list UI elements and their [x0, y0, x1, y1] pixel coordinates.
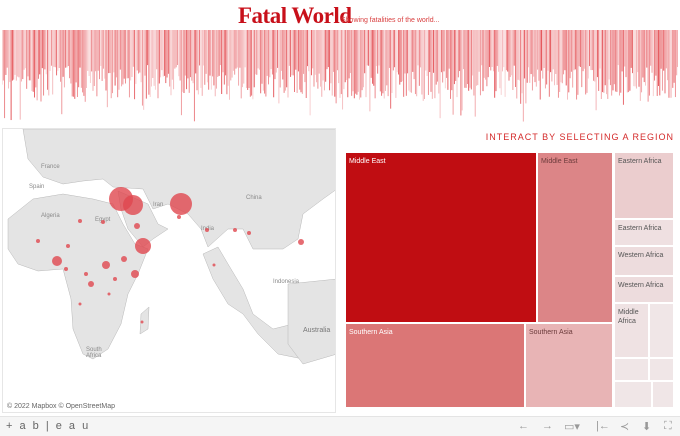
map-label-indonesia: Indonesia	[273, 279, 300, 285]
fatality-bubble[interactable]	[135, 238, 151, 254]
map-attribution: © 2022 Mapbox © OpenStreetMap	[7, 403, 115, 410]
fatalities-barcode-chart[interactable]	[2, 30, 678, 122]
treemap-heading: INTERACT BY SELECTING A REGION	[485, 132, 674, 142]
treemap-cell-label: Southern Asia	[529, 329, 573, 336]
map-label-algeria: Algeria	[41, 213, 60, 219]
fatality-bubble[interactable]	[131, 270, 139, 278]
fatality-bubble[interactable]	[121, 256, 127, 262]
fatality-bubble[interactable]	[247, 231, 251, 235]
treemap-cell[interactable]	[653, 382, 673, 407]
fatality-bubble[interactable]	[102, 261, 110, 269]
map-label-egypt: Egypt	[95, 217, 111, 223]
fatality-bubble[interactable]	[134, 223, 140, 229]
treemap-cell-label: Eastern Africa	[618, 158, 662, 165]
treemap-cell[interactable]: Eastern Africa	[615, 153, 673, 218]
revert-icon[interactable]: ▭▾	[564, 421, 580, 433]
fatality-bubble[interactable]	[52, 256, 62, 266]
treemap-cell[interactable]: Southern Asia	[346, 324, 524, 407]
map-label-france: France	[41, 164, 60, 170]
redo-icon[interactable]: →	[542, 420, 553, 432]
fatality-bubbles[interactable]	[3, 129, 336, 413]
treemap-cell[interactable]	[650, 359, 673, 380]
fatality-bubble[interactable]	[101, 220, 105, 224]
tableau-toolbar: + a b | e a u ← → ▭▾ |← ≺ ⬇ ⛶	[0, 416, 680, 436]
fatality-bubble[interactable]	[107, 292, 111, 296]
map-label-south-africa: South Africa	[86, 347, 102, 359]
treemap-cell-label: Middle East	[349, 158, 386, 165]
treemap-cell[interactable]: Middle East	[346, 153, 536, 322]
dashboard-title: Fatal World	[238, 3, 352, 28]
fatality-bubble[interactable]	[212, 263, 216, 267]
fatality-bubble[interactable]	[170, 193, 192, 215]
fatality-bubble[interactable]	[88, 281, 94, 287]
treemap-cell[interactable]	[650, 304, 673, 357]
map-label-australia: Australia	[303, 327, 331, 334]
fatality-bubble[interactable]	[140, 320, 144, 324]
treemap-cell-label: Southern Asia	[349, 329, 393, 336]
fatality-bubble[interactable]	[66, 244, 70, 248]
treemap-cell[interactable]: Southern Asia	[526, 324, 612, 407]
treemap-cell-label: Western Africa	[618, 282, 664, 289]
treemap-cell-label: Eastern Africa	[618, 225, 662, 232]
map-label-iran: Iran	[153, 202, 164, 208]
fatality-bubble[interactable]	[84, 272, 88, 276]
treemap-cell[interactable]: Middle East	[538, 153, 612, 322]
download-icon[interactable]: ⬇	[642, 421, 652, 433]
fatality-bubble[interactable]	[205, 228, 209, 232]
treemap-cell[interactable]	[615, 359, 648, 380]
fatality-bubble[interactable]	[36, 239, 40, 243]
fatality-bubble[interactable]	[233, 228, 237, 232]
tableau-logo[interactable]: + a b | e a u	[6, 420, 91, 432]
fatality-bubble[interactable]	[113, 277, 117, 281]
undo-icon[interactable]: ←	[518, 420, 529, 432]
map-label-china: China	[246, 195, 262, 201]
fatality-bubble[interactable]	[78, 302, 82, 306]
fatality-bubble[interactable]	[78, 219, 82, 223]
treemap-cell[interactable]: Western Africa	[615, 277, 673, 302]
reset-icon[interactable]: |←	[596, 420, 610, 432]
fatality-bubble[interactable]	[298, 239, 304, 245]
map-label-spain: Spain	[29, 184, 45, 190]
treemap-cell[interactable]: Western Africa	[615, 247, 673, 275]
world-map[interactable]: France Spain Algeria Egypt Iran China In…	[2, 128, 336, 413]
treemap-cell[interactable]: Middle Africa	[615, 304, 648, 357]
treemap-cell-label: Middle East	[541, 158, 578, 165]
treemap-cell-label: Western Africa	[618, 252, 664, 259]
treemap-cell-label: Middle Africa	[618, 309, 639, 326]
dashboard-subtitle: Showing fatalities of the world...	[341, 17, 440, 24]
fullscreen-icon[interactable]: ⛶	[664, 420, 672, 432]
treemap-cell[interactable]	[615, 382, 651, 407]
fatality-bubble[interactable]	[177, 215, 181, 219]
fatality-bubble[interactable]	[64, 267, 68, 271]
share-icon[interactable]: ≺	[620, 421, 630, 433]
treemap-cell[interactable]: Eastern Africa	[615, 220, 673, 245]
fatality-bubble[interactable]	[123, 195, 143, 215]
